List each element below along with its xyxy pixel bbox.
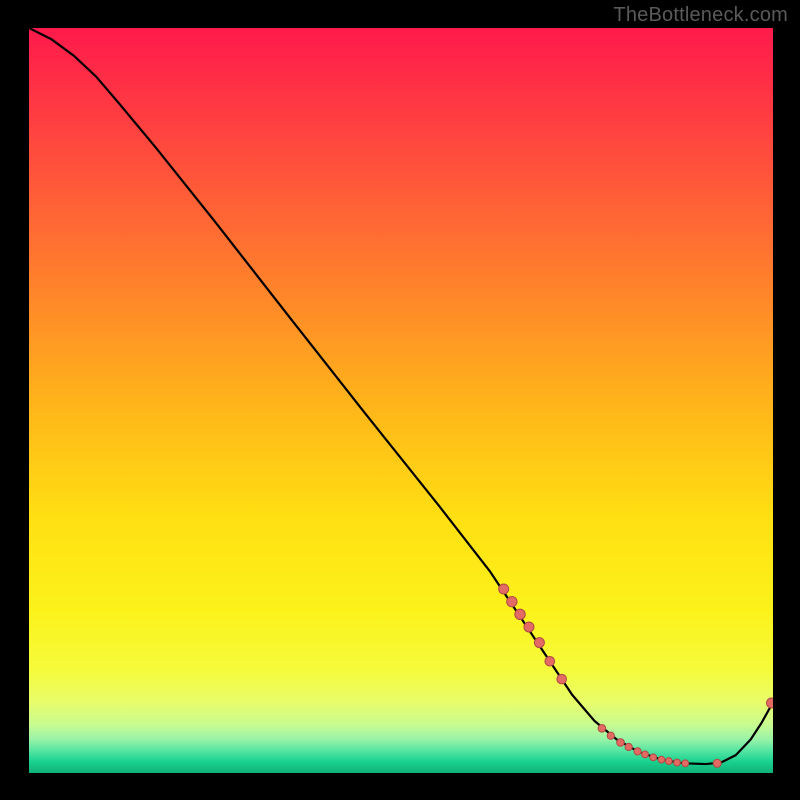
watermark-text: TheBottleneck.com bbox=[613, 4, 788, 27]
bottleneck-chart bbox=[0, 0, 800, 800]
data-point bbox=[658, 756, 665, 763]
data-point bbox=[642, 751, 649, 758]
data-point bbox=[545, 656, 555, 666]
data-point bbox=[767, 698, 777, 708]
data-point bbox=[499, 584, 509, 594]
data-point bbox=[607, 732, 614, 739]
data-point bbox=[625, 743, 632, 750]
data-point bbox=[665, 758, 672, 765]
data-point bbox=[617, 739, 625, 747]
chart-container: { "watermark": "TheBottleneck.com", "cha… bbox=[0, 0, 800, 800]
plot-background bbox=[29, 28, 773, 773]
data-point bbox=[507, 596, 517, 606]
data-point bbox=[557, 674, 567, 684]
data-point bbox=[650, 754, 657, 761]
data-point bbox=[534, 638, 544, 648]
data-point bbox=[598, 725, 606, 733]
data-point bbox=[515, 609, 525, 619]
data-point bbox=[674, 759, 681, 766]
data-point bbox=[682, 760, 689, 767]
data-point bbox=[713, 759, 721, 767]
data-point bbox=[524, 622, 534, 632]
data-point bbox=[634, 748, 641, 755]
